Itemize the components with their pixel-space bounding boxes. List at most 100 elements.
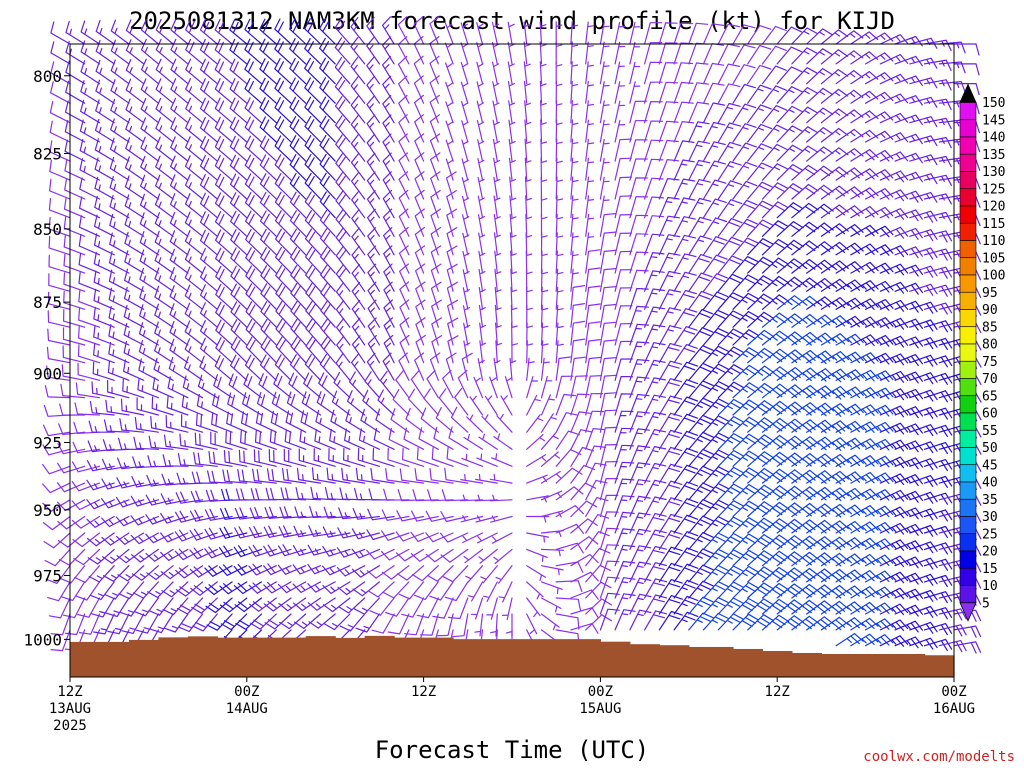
wind-barb bbox=[702, 449, 730, 467]
wind-barb bbox=[806, 436, 835, 451]
wind-barb bbox=[298, 448, 322, 467]
colorbar-label: 30 bbox=[982, 510, 998, 525]
wind-barb bbox=[658, 513, 683, 534]
wind-barb bbox=[585, 176, 595, 200]
wind-barb bbox=[444, 467, 469, 484]
wind-barb bbox=[245, 301, 263, 328]
terrain-block bbox=[335, 637, 366, 677]
wind-barb bbox=[430, 208, 441, 237]
wind-barb bbox=[429, 581, 454, 601]
wind-barb bbox=[426, 370, 439, 399]
wind-barb bbox=[629, 577, 652, 599]
wind-barb bbox=[629, 22, 641, 45]
wind-barb bbox=[570, 100, 579, 124]
wind-barb bbox=[555, 195, 564, 219]
wind-barb bbox=[476, 81, 484, 104]
wind-barb bbox=[791, 436, 820, 450]
wind-barb bbox=[688, 82, 709, 104]
wind-barb bbox=[629, 428, 650, 450]
terrain-block bbox=[762, 650, 793, 677]
wind-barb bbox=[109, 195, 130, 219]
wind-barb bbox=[644, 594, 668, 615]
wind-barb bbox=[526, 414, 544, 433]
wind-barb bbox=[48, 217, 71, 237]
wind-barb bbox=[289, 18, 307, 45]
wind-barb bbox=[430, 226, 442, 256]
wind-barb bbox=[909, 319, 938, 332]
colorbar-label: 125 bbox=[982, 182, 1005, 197]
wind-barb bbox=[176, 597, 204, 615]
wind-barb bbox=[304, 172, 322, 200]
wind-barb bbox=[879, 489, 909, 502]
wind-barb bbox=[382, 133, 395, 162]
colorbar-label: 110 bbox=[982, 234, 1005, 249]
wind-barb bbox=[413, 581, 439, 601]
wind-barb bbox=[336, 317, 351, 346]
wind-barb bbox=[79, 138, 101, 162]
wind-barb bbox=[717, 565, 745, 583]
wind-barb bbox=[244, 192, 263, 219]
wind-barb bbox=[776, 384, 805, 399]
wind-barb bbox=[432, 597, 454, 619]
wind-barb bbox=[540, 322, 549, 346]
wind-barb bbox=[523, 61, 531, 85]
wind-barb bbox=[124, 156, 145, 181]
wind-barb bbox=[776, 567, 805, 583]
wind-barb bbox=[109, 156, 130, 181]
wind-barb bbox=[835, 369, 864, 381]
wind-barb bbox=[508, 119, 516, 143]
wind-barb bbox=[688, 397, 714, 416]
wind-barb bbox=[629, 462, 651, 484]
wind-barb bbox=[169, 174, 189, 200]
wind-barb bbox=[570, 356, 587, 381]
wind-barb bbox=[585, 514, 610, 534]
wind-barb bbox=[495, 340, 503, 364]
wind-barb bbox=[761, 534, 790, 550]
colorbar-swatch bbox=[959, 378, 977, 397]
wind-barb bbox=[289, 191, 307, 219]
wind-barb bbox=[139, 286, 159, 310]
wind-barb bbox=[732, 161, 758, 181]
wind-barb bbox=[351, 281, 366, 310]
wind-barb bbox=[396, 565, 425, 581]
wind-barb bbox=[275, 228, 292, 256]
colorbar-label: 25 bbox=[982, 527, 998, 542]
wind-barb bbox=[366, 548, 395, 560]
wind-barb bbox=[614, 609, 636, 631]
x-tick-label: 16AUG bbox=[933, 701, 975, 717]
y-tick-label: 950 bbox=[33, 501, 62, 520]
wind-barb bbox=[791, 615, 819, 631]
wind-barb bbox=[644, 359, 666, 381]
wind-barb bbox=[50, 61, 71, 85]
wind-barb bbox=[240, 430, 263, 450]
wind-barb bbox=[454, 387, 469, 416]
wind-barb bbox=[865, 455, 894, 468]
wind-barb bbox=[399, 334, 410, 364]
wind-barb bbox=[835, 148, 864, 162]
wind-barb bbox=[319, 153, 336, 181]
wind-barb bbox=[62, 345, 86, 364]
wind-barb bbox=[124, 175, 145, 200]
wind-barb bbox=[702, 236, 728, 256]
wind-barb bbox=[599, 213, 617, 237]
wind-barb bbox=[351, 353, 366, 381]
wind-barb bbox=[599, 374, 617, 399]
wind-barb bbox=[260, 228, 277, 256]
wind-barb bbox=[540, 286, 549, 310]
wind-barb bbox=[658, 595, 683, 615]
wind-barb bbox=[181, 394, 204, 416]
wind-barb bbox=[307, 544, 336, 556]
wind-barb bbox=[570, 411, 592, 433]
wind-barb bbox=[383, 581, 410, 599]
wind-barb bbox=[381, 530, 410, 541]
wind-barb bbox=[865, 262, 894, 275]
wind-barb bbox=[382, 75, 395, 104]
wind-barb bbox=[61, 364, 86, 381]
wind-barb bbox=[644, 306, 666, 328]
wind-barb bbox=[244, 58, 263, 85]
wind-barb bbox=[761, 434, 790, 450]
wind-barb bbox=[688, 499, 714, 518]
wind-barb bbox=[761, 257, 789, 274]
wind-barb bbox=[555, 304, 564, 328]
wind-barb bbox=[139, 249, 159, 274]
